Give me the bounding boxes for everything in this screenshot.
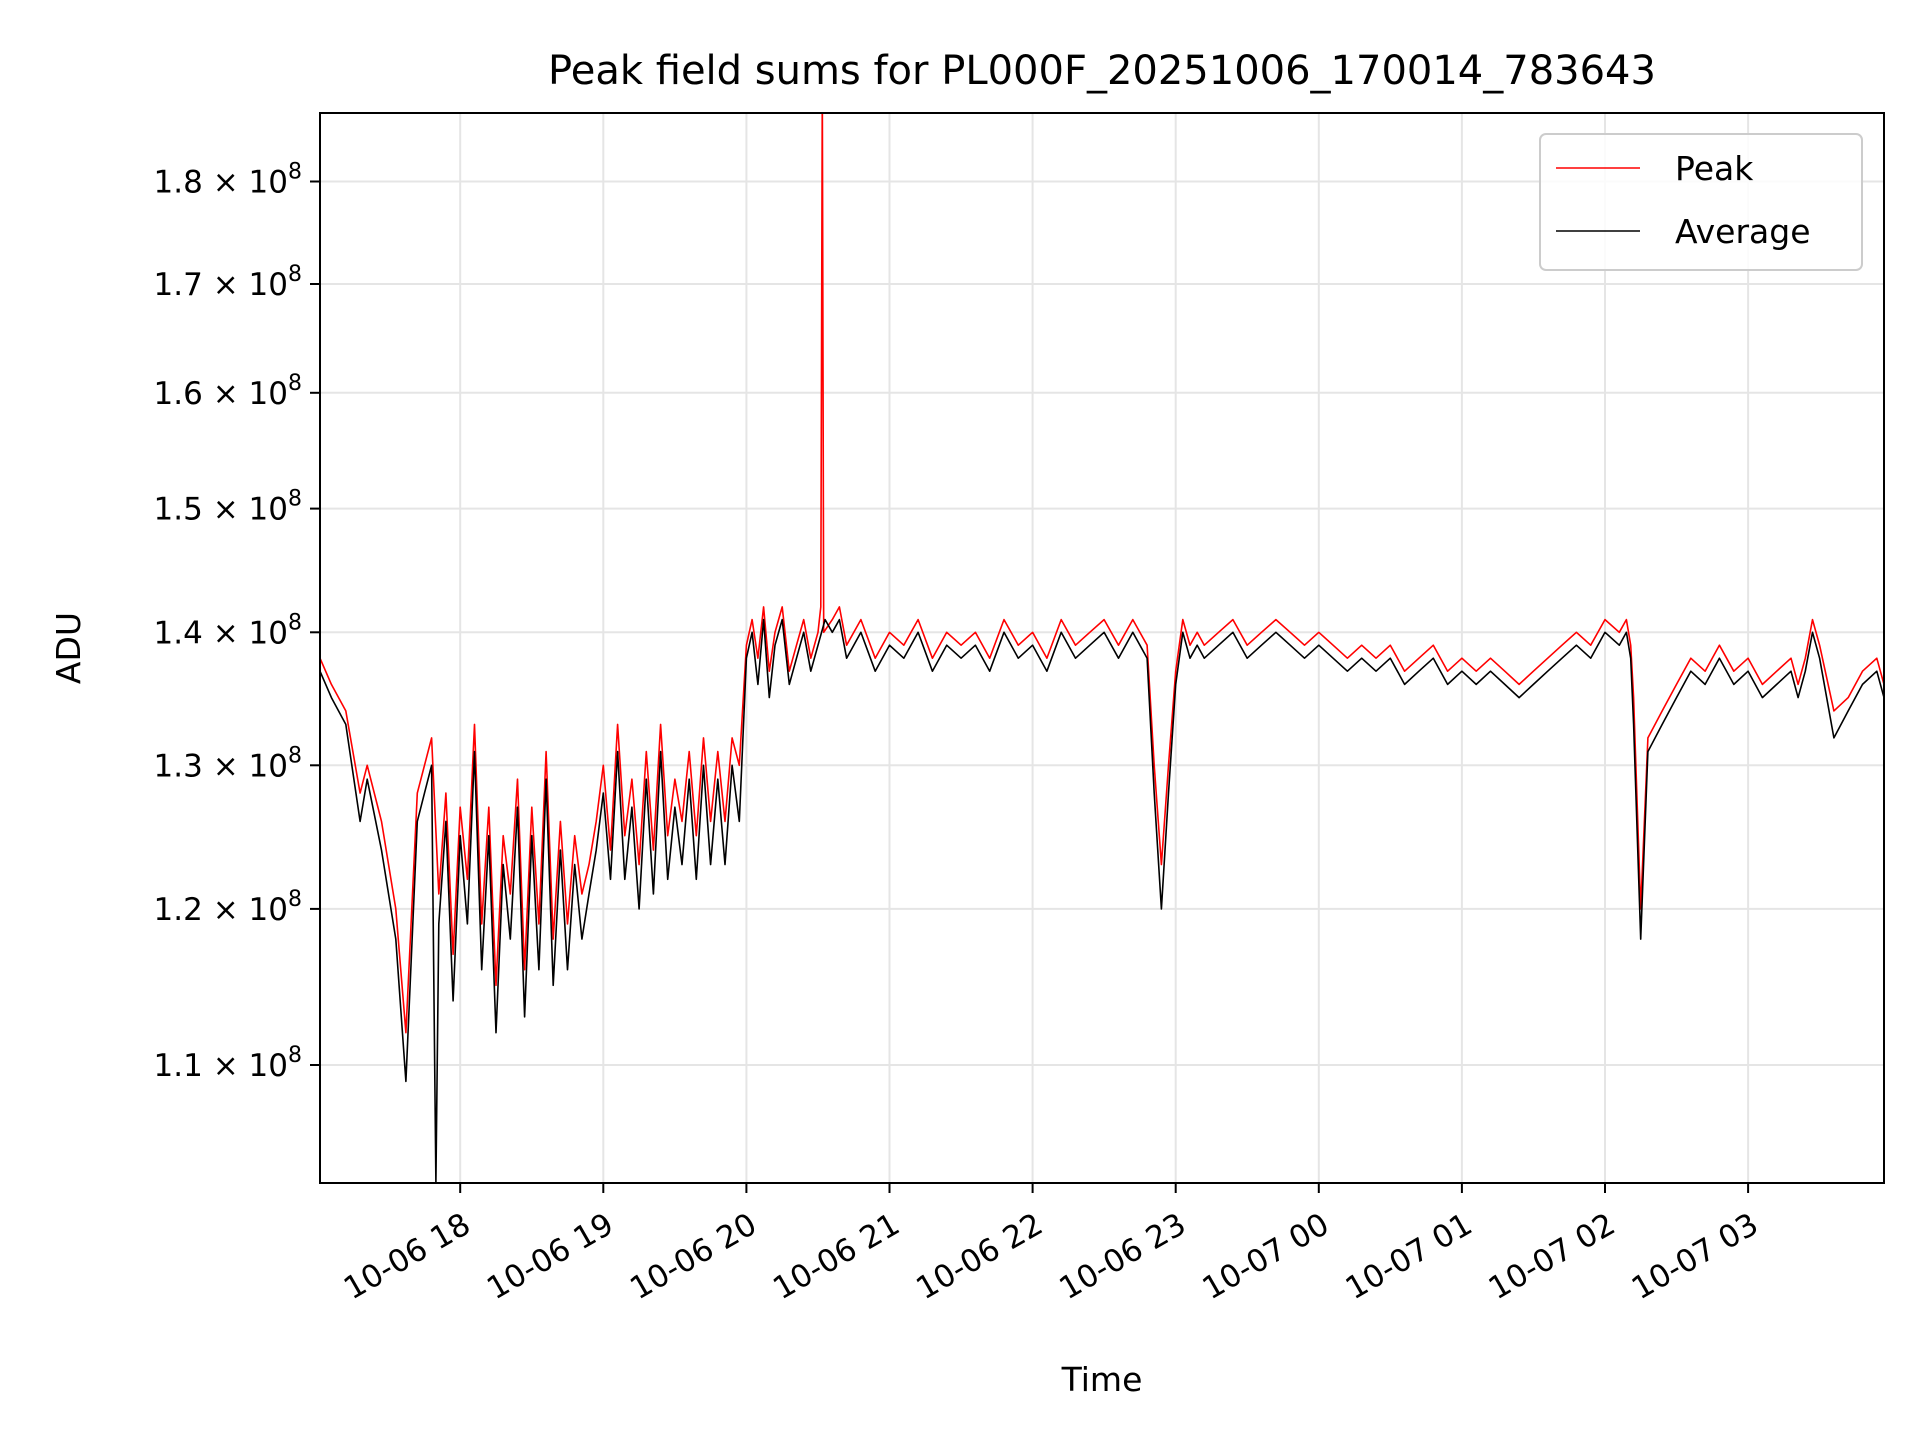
y-tick-label: 1.2 × 108 (154, 887, 302, 928)
y-tick-label: 1.8 × 108 (154, 160, 302, 201)
y-tick-times: × 10 (203, 492, 288, 528)
y-tick-mantissa: 1.4 (154, 615, 203, 651)
y-tick-mantissa: 1.1 (154, 1048, 203, 1084)
y-tick-exponent: 8 (288, 262, 302, 287)
y-tick-label: 1.3 × 108 (154, 743, 302, 784)
y-tick-times: × 10 (203, 165, 288, 201)
y-tick-times: × 10 (203, 376, 288, 412)
y-tick-mantissa: 1.2 (154, 892, 203, 928)
y-tick-label: 1.7 × 108 (154, 262, 302, 303)
legend: Peak Average (1539, 133, 1863, 271)
y-tick-mantissa: 1.3 (154, 748, 203, 784)
y-tick-label: 1.6 × 108 (154, 371, 302, 412)
y-tick-exponent: 8 (288, 160, 302, 185)
y-tick-mantissa: 1.6 (154, 376, 203, 412)
y-tick-exponent: 8 (288, 1043, 302, 1068)
y-tick-exponent: 8 (288, 887, 302, 912)
series-layer (320, 113, 1884, 1183)
y-tick-mantissa: 1.8 (154, 165, 203, 201)
chart-title: Peak field sums for PL000F_20251006_1700… (548, 48, 1656, 94)
y-tick-mantissa: 1.5 (154, 492, 203, 528)
y-tick-times: × 10 (203, 615, 288, 651)
series-line-average (320, 618, 1884, 1183)
y-tick-exponent: 8 (288, 371, 302, 396)
y-tick-exponent: 8 (288, 610, 302, 635)
x-axis-label: Time (1061, 1360, 1143, 1399)
y-tick-times: × 10 (203, 892, 288, 928)
y-tick-times: × 10 (203, 1048, 288, 1084)
grid-layer (320, 113, 1884, 1183)
y-tick-mantissa: 1.7 (154, 267, 203, 303)
y-tick-times: × 10 (203, 267, 288, 303)
y-tick-label: 1.1 × 108 (154, 1043, 302, 1084)
series-line-peak (320, 113, 1884, 1034)
y-tick-exponent: 8 (288, 743, 302, 768)
plot-frame (319, 112, 1885, 1184)
y-tick-label: 1.5 × 108 (154, 487, 302, 528)
y-tick-exponent: 8 (288, 487, 302, 512)
y-axis-label: ADU (49, 612, 88, 684)
legend-label-peak: Peak (1675, 149, 1754, 188)
y-tick-label: 1.4 × 108 (154, 610, 302, 651)
legend-label-average: Average (1675, 212, 1811, 251)
y-tick-times: × 10 (203, 748, 288, 784)
